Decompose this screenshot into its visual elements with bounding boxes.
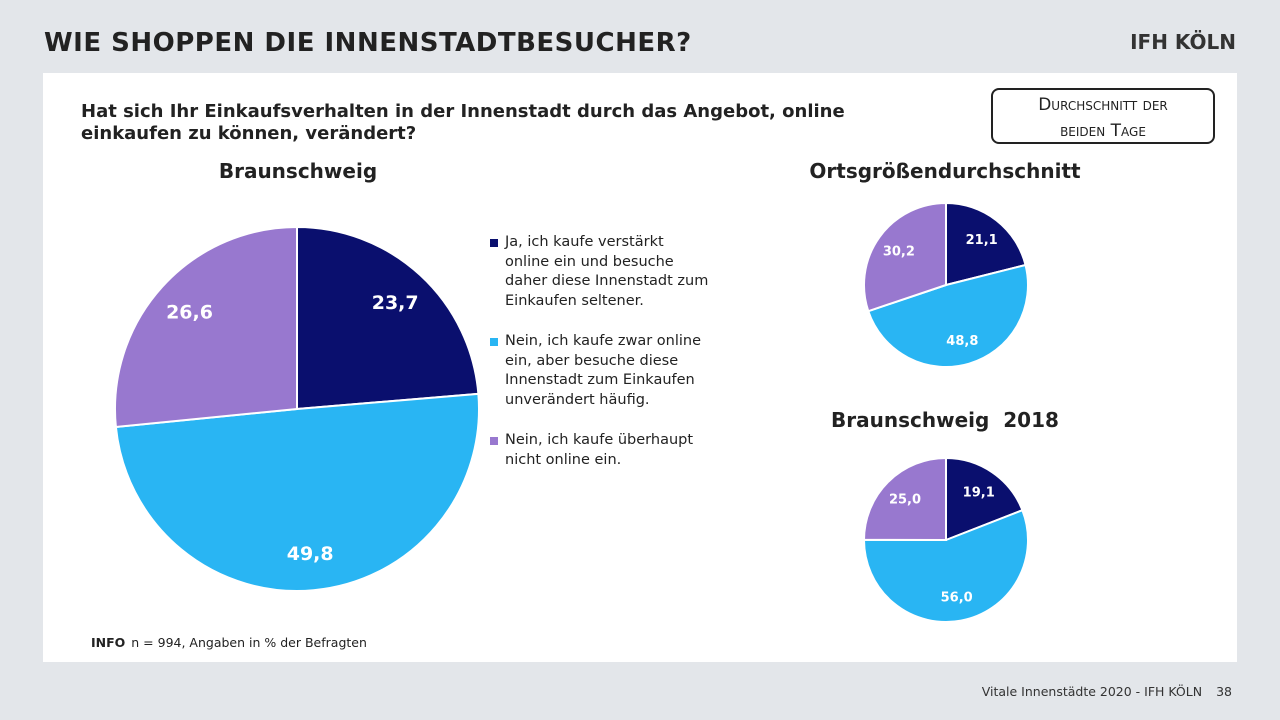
- average-badge-line1: Durchschnitt der: [1038, 95, 1168, 115]
- slice-label: 23,7: [372, 292, 419, 314]
- average-badge: Durchschnitt der beiden Tage: [991, 88, 1215, 144]
- pie-slice: [945, 201, 1027, 287]
- average-badge-line2: beiden Tage: [1060, 121, 1146, 141]
- legend-swatch: [490, 239, 498, 247]
- slice-label: 48,8: [946, 334, 978, 349]
- pie-chart-braunschweig-2018: 19,1 56,0 25,0: [862, 456, 1029, 623]
- info-label: INFO: [91, 635, 126, 650]
- chart-title-braunschweig-2018: Braunschweig 2018: [831, 408, 1059, 432]
- info-note: INFO n = 994, Angaben in % der Befragten: [91, 635, 367, 650]
- legend-label: Nein, ich kaufe überhaupt nicht online e…: [505, 432, 694, 468]
- survey-question: Hat sich Ihr Einkaufsverhalten in der In…: [81, 101, 845, 144]
- pie-slice: [114, 392, 480, 593]
- slice-label: 19,1: [963, 486, 995, 501]
- pie-slice: [862, 456, 947, 542]
- slice-label: 30,2: [883, 245, 915, 260]
- legend-swatch: [490, 437, 498, 445]
- ifh-logo: IFH KÖLN: [1130, 30, 1236, 54]
- info-text: n = 994, Angaben in % der Befragten: [131, 635, 367, 650]
- slide-title: WIE SHOPPEN DIE INNENSTADTBESUCHER?: [44, 28, 692, 58]
- pie-slice: [863, 201, 947, 313]
- pie-slice: [862, 508, 1029, 623]
- slice-label: 26,6: [166, 301, 213, 323]
- chart-legend: Ja, ich kaufe verstärkt online ein und b…: [490, 233, 710, 491]
- chart-title-ortsgroessendurchschnitt: Ortsgrößendurchschnitt: [809, 159, 1081, 183]
- legend-label: Ja, ich kaufe verstärkt online ein und b…: [505, 234, 709, 309]
- pie-slice: [867, 263, 1029, 368]
- content-panel: Hat sich Ihr Einkaufsverhalten in der In…: [43, 73, 1237, 662]
- pie-slice: [945, 456, 1024, 542]
- pie-slice: [114, 225, 298, 429]
- footer-text: Vitale Innenstädte 2020 - IFH KÖLN: [981, 684, 1203, 699]
- legend-swatch: [490, 338, 498, 346]
- chart-title-braunschweig: Braunschweig: [218, 159, 378, 183]
- legend-item: Nein, ich kaufe zwar online ein, aber be…: [490, 332, 710, 410]
- page-number: 38: [1216, 684, 1232, 699]
- legend-label: Nein, ich kaufe zwar online ein, aber be…: [505, 333, 702, 408]
- slice-label: 21,1: [966, 233, 998, 248]
- legend-item: Nein, ich kaufe überhaupt nicht online e…: [490, 431, 710, 470]
- slice-label: 56,0: [941, 591, 973, 606]
- pie-chart-ortsgroessendurchschnitt: 21,1 48,8 30,2: [863, 201, 1029, 368]
- slice-label: 25,0: [889, 493, 921, 508]
- pie-slice: [296, 225, 480, 411]
- pie-chart-braunschweig: 23,7 49,8 26,6: [114, 225, 480, 593]
- legend-item: Ja, ich kaufe verstärkt online ein und b…: [490, 233, 710, 311]
- slice-label: 49,8: [287, 543, 334, 565]
- footer: Vitale Innenstädte 2020 - IFH KÖLN 38: [982, 684, 1232, 699]
